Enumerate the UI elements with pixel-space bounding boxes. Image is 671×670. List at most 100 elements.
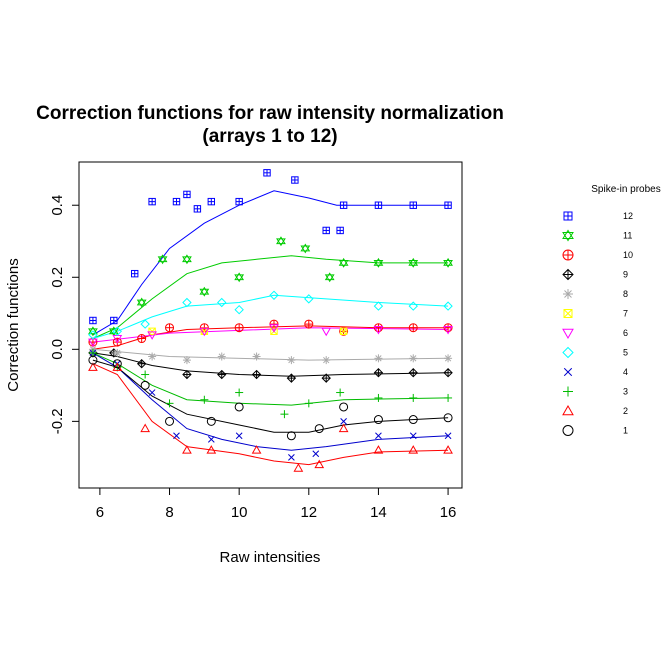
data-points — [88, 169, 453, 472]
point-series-8 — [217, 352, 226, 361]
y-tick-label: -0.2 — [49, 408, 66, 434]
legend-label-8: 8 — [623, 289, 628, 299]
point-series-2 — [443, 445, 453, 454]
point-series-2 — [338, 423, 349, 433]
point-series-2 — [140, 423, 151, 433]
correction-curves — [92, 190, 449, 466]
point-series-3 — [88, 348, 97, 357]
point-series-2 — [408, 445, 419, 454]
point-series-12 — [409, 201, 417, 209]
point-series-8 — [287, 356, 296, 365]
x-tick-label: 12 — [300, 504, 317, 521]
point-series-10 — [443, 323, 453, 333]
point-series-9 — [373, 368, 384, 378]
chart-title-line2: (arrays 1 to 12) — [202, 126, 337, 147]
point-series-11 — [373, 257, 384, 268]
legend-label-9: 9 — [623, 270, 628, 280]
x-tick-label: 16 — [440, 504, 457, 521]
legend-symbol-6 — [562, 328, 574, 340]
point-series-1 — [112, 359, 122, 369]
legend-label-3: 3 — [623, 387, 628, 397]
legend-label-5: 5 — [623, 348, 628, 358]
point-series-11 — [443, 257, 453, 268]
legend-label-12: 12 — [623, 211, 633, 221]
point-series-10 — [304, 319, 314, 329]
point-series-11 — [408, 257, 419, 268]
y-tick-label: 0.0 — [49, 339, 66, 360]
point-series-2 — [314, 459, 325, 469]
point-series-8 — [113, 348, 122, 357]
point-series-5 — [234, 304, 244, 315]
point-series-11 — [300, 243, 311, 254]
curve-series-9 — [92, 352, 449, 377]
legend-symbol-7 — [563, 309, 573, 318]
legend-symbol-1 — [562, 425, 574, 436]
legend-label-4: 4 — [623, 367, 628, 377]
point-series-11 — [276, 236, 286, 247]
point-series-9 — [217, 369, 227, 380]
point-series-1 — [234, 402, 244, 412]
y-tick-label: 0.4 — [49, 195, 66, 216]
point-series-3 — [200, 395, 209, 404]
point-series-5 — [217, 297, 227, 308]
point-series-1 — [286, 431, 296, 441]
point-series-4 — [235, 432, 243, 440]
point-series-4 — [409, 432, 417, 440]
legend-label-10: 10 — [623, 250, 633, 260]
point-series-3 — [409, 393, 418, 402]
point-series-10 — [373, 323, 383, 333]
legend-label-6: 6 — [623, 328, 628, 338]
x-tick-label: 10 — [231, 504, 248, 521]
y-tick-label: 0.2 — [49, 267, 66, 288]
x-tick-label: 6 — [96, 504, 104, 521]
point-series-12 — [444, 201, 452, 209]
curve-series-11 — [92, 255, 449, 339]
legend-symbol-8 — [563, 289, 573, 299]
point-series-8 — [444, 354, 453, 363]
point-series-5 — [269, 290, 279, 300]
point-series-4 — [312, 450, 320, 458]
point-series-12 — [291, 176, 299, 184]
x-tick-label: 14 — [370, 504, 387, 521]
point-series-3 — [141, 370, 150, 379]
point-series-2 — [373, 445, 384, 454]
curve-series-1 — [92, 359, 449, 433]
point-series-7 — [148, 327, 156, 336]
point-series-1 — [408, 415, 418, 425]
point-series-6 — [321, 327, 332, 337]
chart-title-line1: Correction functions for raw intensity n… — [36, 103, 504, 124]
curve-series-10 — [92, 325, 449, 350]
point-series-3 — [374, 393, 383, 402]
point-series-3 — [444, 393, 453, 402]
point-series-2 — [206, 445, 217, 454]
legend: 12 11 10 9 8 7 6 5 4 3 2 1 — [562, 211, 633, 436]
point-series-12 — [148, 197, 156, 206]
point-series-12 — [235, 197, 243, 206]
point-series-9 — [286, 373, 297, 383]
point-series-8 — [374, 354, 383, 363]
point-series-2 — [293, 463, 304, 472]
point-series-8 — [182, 356, 191, 365]
point-series-3 — [165, 399, 174, 408]
curve-series-8 — [92, 348, 449, 361]
x-tick-label: 8 — [165, 504, 173, 521]
point-series-1 — [88, 355, 98, 365]
curve-series-12 — [92, 190, 449, 336]
point-series-4 — [148, 389, 156, 396]
legend-symbol-3 — [563, 386, 573, 397]
point-series-10 — [234, 323, 244, 333]
point-series-12 — [374, 201, 383, 209]
legend-symbol-2 — [562, 404, 574, 416]
point-series-10 — [408, 323, 418, 333]
point-series-6 — [199, 327, 210, 337]
point-series-5 — [182, 297, 192, 308]
point-series-4 — [340, 418, 347, 425]
point-series-8 — [148, 352, 157, 361]
legend-symbol-12 — [563, 211, 573, 221]
point-series-2 — [251, 445, 262, 454]
legend-symbol-10 — [562, 249, 574, 261]
point-series-9 — [182, 369, 192, 380]
legend-symbol-4 — [563, 367, 573, 377]
x-axis: 6 8 10 12 14 16 — [96, 487, 457, 521]
